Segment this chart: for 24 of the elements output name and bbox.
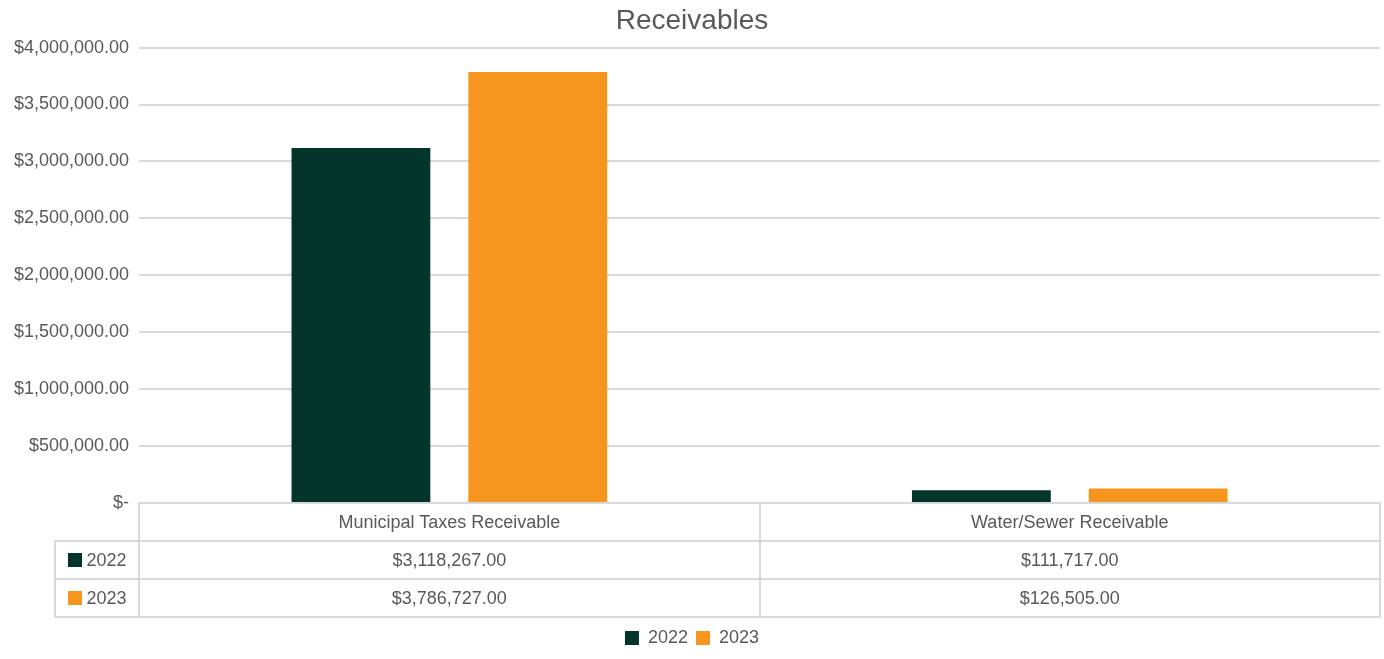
bar (1088, 488, 1228, 502)
text: 2023 (86, 587, 127, 608)
legend-label: 2022 (647, 626, 688, 647)
data-label: $126,505.00 (758, 578, 1381, 618)
chart-title: Receivables (615, 3, 769, 35)
y-tick-label: $2,500,000.00 (13, 207, 130, 228)
bar (468, 71, 608, 502)
x-tick-label: Water/Sewer Receivable (758, 502, 1381, 542)
y-tick-label: $4,000,000.00 (13, 36, 130, 57)
y-tick-label: $2,000,000.00 (13, 264, 130, 285)
bar (911, 490, 1051, 502)
data-label: $3,118,267.00 (138, 540, 761, 580)
y-tick-label: $3,500,000.00 (13, 93, 130, 114)
text: 2022 (86, 549, 127, 570)
y-tick-label: $3,000,000.00 (13, 150, 130, 171)
data-label: $3,786,727.00 (138, 578, 761, 618)
y-tick-label: $- (113, 491, 130, 512)
legend-label: 2023 (719, 626, 760, 647)
y-tick-label: $1,000,000.00 (13, 378, 130, 399)
data-label: $111,717.00 (758, 540, 1381, 580)
x-tick-label: Municipal Taxes Receivable (138, 502, 761, 542)
bar (291, 147, 431, 502)
y-tick-label: $1,500,000.00 (13, 321, 130, 342)
y-tick-label: $500,000.00 (29, 435, 130, 456)
